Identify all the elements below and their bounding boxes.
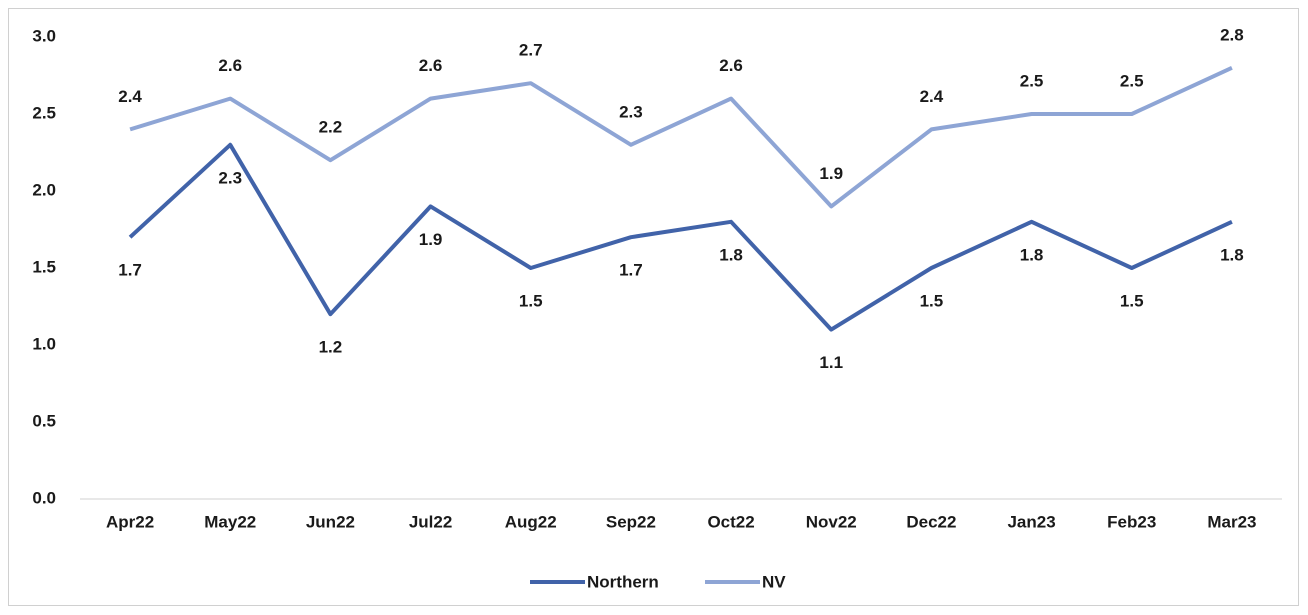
data-label: 2.5 <box>1020 71 1044 90</box>
data-label: 2.3 <box>619 102 643 121</box>
chart-frame <box>8 8 1299 606</box>
data-label: 2.7 <box>519 41 543 60</box>
data-label: 1.5 <box>519 291 543 310</box>
x-tick-label: Mar23 <box>1207 512 1256 531</box>
data-label: 1.8 <box>1020 245 1044 264</box>
x-tick-label: Sep22 <box>606 512 656 531</box>
data-label: 2.6 <box>419 56 443 75</box>
y-tick-label: 3.0 <box>32 26 56 45</box>
x-tick-label: Jun22 <box>306 512 355 531</box>
legend-label: Northern <box>587 572 659 591</box>
y-tick-label: 2.0 <box>32 180 56 199</box>
x-tick-label: Dec22 <box>906 512 956 531</box>
y-tick-label: 1.0 <box>32 334 56 353</box>
data-label: 2.6 <box>218 56 242 75</box>
data-label: 1.5 <box>920 291 944 310</box>
y-tick-label: 0.0 <box>32 488 56 507</box>
series-line <box>129 65 1233 209</box>
data-label: 2.2 <box>319 118 343 137</box>
x-tick-label: Jul22 <box>409 512 452 531</box>
series-line <box>128 142 1233 332</box>
y-tick-label: 1.5 <box>32 257 56 276</box>
data-label: 1.9 <box>419 230 443 249</box>
data-label: 1.7 <box>118 261 142 280</box>
x-tick-label: Jan23 <box>1007 512 1055 531</box>
data-label: 2.3 <box>218 168 242 187</box>
data-label: 1.8 <box>719 245 743 264</box>
data-label: 1.2 <box>319 338 343 357</box>
data-label: 2.4 <box>920 87 944 106</box>
data-label: 2.4 <box>118 87 142 106</box>
legend-label: NV <box>762 572 786 591</box>
x-tick-label: Feb23 <box>1107 512 1156 531</box>
data-label: 1.5 <box>1120 291 1144 310</box>
y-tick-label: 2.5 <box>32 103 56 122</box>
data-label: 1.8 <box>1220 245 1244 264</box>
x-tick-label: Apr22 <box>106 512 154 531</box>
data-label: 2.6 <box>719 56 743 75</box>
data-label: 2.8 <box>1220 25 1244 44</box>
x-tick-label: Oct22 <box>707 512 754 531</box>
data-label: 1.1 <box>819 353 843 372</box>
data-label: 2.5 <box>1120 71 1144 90</box>
x-tick-label: Aug22 <box>505 512 557 531</box>
x-tick-label: May22 <box>204 512 256 531</box>
y-tick-label: 0.5 <box>32 411 56 430</box>
x-tick-label: Nov22 <box>806 512 857 531</box>
data-label: 1.7 <box>619 261 643 280</box>
data-label: 1.9 <box>819 164 843 183</box>
